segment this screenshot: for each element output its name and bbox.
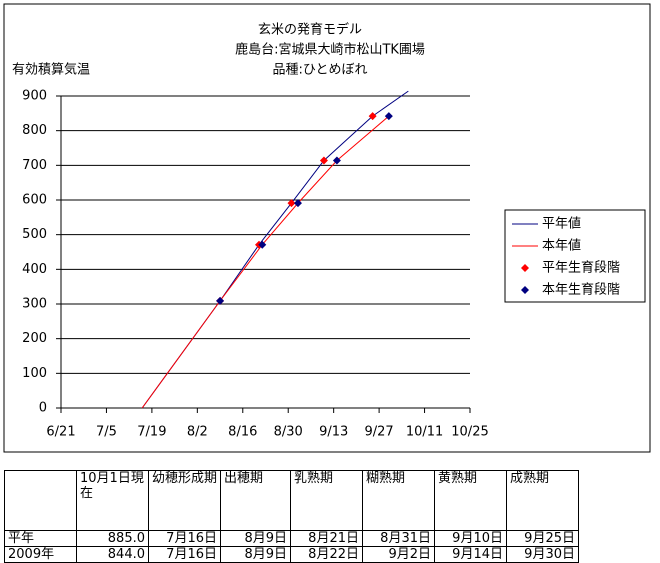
- stage-marker: [384, 112, 393, 121]
- table-cell: 8月21日: [290, 530, 363, 547]
- legend-box: [504, 209, 646, 303]
- legend-swatch: [521, 286, 529, 294]
- table-cell: [4, 470, 77, 531]
- table-cell: 10月1日現在: [76, 470, 149, 531]
- y-tick-label: 900: [22, 89, 47, 104]
- x-tick-label: 10/11: [406, 425, 443, 440]
- x-tick-label: 8/30: [274, 425, 303, 440]
- table-cell: 8月9日: [220, 546, 291, 563]
- chart: 玄米の発育モデル 鹿島台:宮城県大崎市松山TK圃場 品種:ひとめぼれ 有効積算気…: [3, 3, 651, 453]
- legend-swatch: [521, 264, 529, 272]
- x-tick-label: 6/21: [46, 425, 75, 440]
- stage-marker: [287, 199, 296, 208]
- chart-subtitle: 品種:ひとめぼれ: [273, 62, 368, 78]
- stage-marker: [258, 240, 267, 249]
- y-tick-label: 800: [22, 123, 47, 138]
- x-tick-label: 9/13: [319, 425, 348, 440]
- legend-label: 平年生育段階: [542, 260, 620, 276]
- x-tick-label: 7/19: [137, 425, 166, 440]
- y-axis-label: 有効積算気温: [12, 62, 90, 78]
- y-tick-label: 400: [22, 262, 47, 277]
- table-cell: 2009年: [4, 546, 77, 563]
- stage-marker: [216, 296, 225, 305]
- stage-marker: [293, 199, 302, 208]
- legend-label: 本年生育段階: [542, 282, 620, 298]
- chart-subtitle: 鹿島台:宮城県大崎市松山TK圃場: [235, 42, 425, 58]
- x-tick-label: 9/27: [365, 425, 394, 440]
- table-row: 2009年 844.0 7月16日 8月9日 8月22日 9月2日 9月14日 9月30日: [4, 546, 579, 563]
- y-tick-label: 200: [22, 331, 47, 346]
- table-cell: 成熟期: [506, 470, 579, 531]
- y-tick-label: 700: [22, 158, 47, 173]
- table-cell: 844.0: [76, 546, 149, 563]
- table-cell: 8月31日: [362, 530, 435, 547]
- x-tick-label: 8/16: [228, 425, 257, 440]
- legend-label: 本年値: [542, 238, 581, 254]
- y-tick-label: 600: [22, 193, 47, 208]
- table-cell: 8月22日: [290, 546, 363, 563]
- y-tick-label: 500: [22, 227, 47, 242]
- table-cell: 885.0: [76, 530, 149, 547]
- chart-title: 玄米の発育モデル: [258, 22, 362, 38]
- table-cell: 9月10日: [434, 530, 507, 547]
- table-cell: 黄熟期: [434, 470, 507, 531]
- x-tick-label: 8/2: [187, 425, 208, 440]
- table-cell: 糊熟期: [362, 470, 435, 531]
- table-cell: 7月16日: [148, 530, 221, 547]
- table-cell: 9月25日: [506, 530, 579, 547]
- table-cell: 乳熟期: [290, 470, 363, 531]
- stage-marker: [319, 156, 328, 165]
- table-cell: 8月9日: [220, 530, 291, 547]
- table-row: 平年 885.0 7月16日 8月9日 8月21日 8月31日 9月10日 9月25日: [4, 530, 579, 547]
- stage-marker: [368, 112, 377, 121]
- table-header: 10月1日現在 幼穂形成期 出穂期 乳熟期 糊熟期 黄熟期 成熟期: [4, 470, 579, 531]
- table-cell: 7月16日: [148, 546, 221, 563]
- series-line: [141, 115, 390, 409]
- table-cell: 幼穂形成期: [148, 470, 221, 531]
- table-cell: 9月30日: [506, 546, 579, 563]
- y-tick-label: 300: [22, 297, 47, 312]
- table-cell: 出穂期: [220, 470, 291, 531]
- y-tick-label: 0: [39, 401, 47, 416]
- y-tick-label: 100: [22, 366, 47, 381]
- table-cell: 9月2日: [362, 546, 435, 563]
- x-tick-label: 7/5: [96, 425, 117, 440]
- stage-table: 10月1日現在 幼穂形成期 出穂期 乳熟期 糊熟期 黄熟期 成熟期 平年 885.0 7月16日…: [4, 470, 579, 563]
- x-tick-label: 10/25: [451, 425, 488, 440]
- table-cell: 平年: [4, 530, 77, 547]
- table-cell: 9月14日: [434, 546, 507, 563]
- legend-label: 平年値: [542, 216, 581, 232]
- stage-marker: [332, 156, 341, 165]
